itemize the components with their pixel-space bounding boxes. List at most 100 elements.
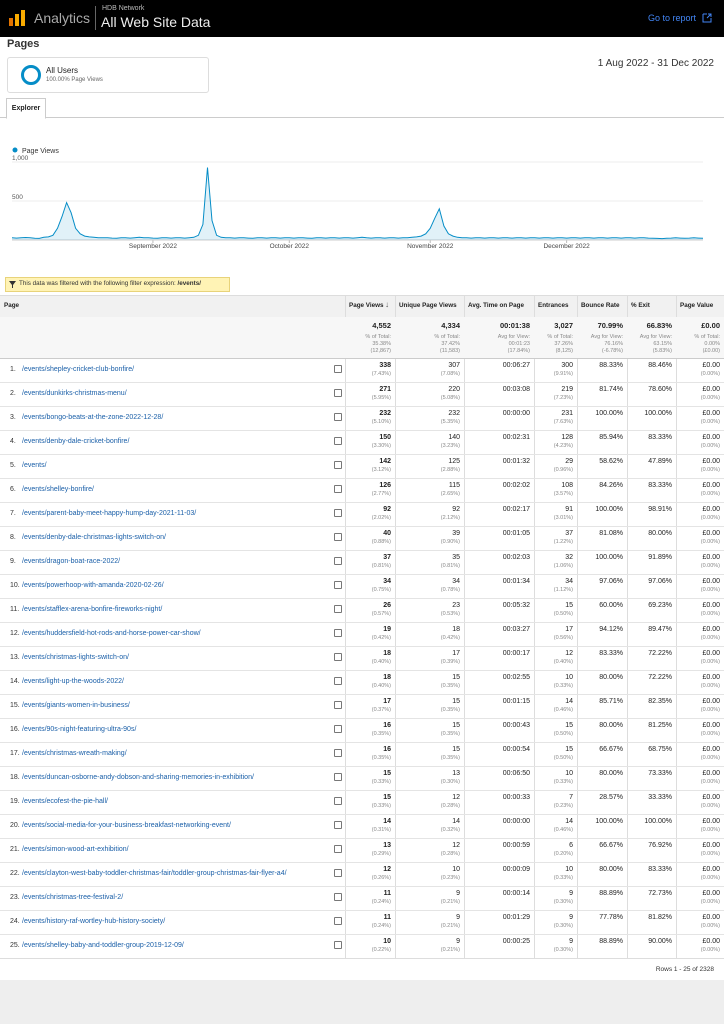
external-icon[interactable] — [702, 13, 712, 23]
open-link-icon[interactable] — [334, 437, 342, 445]
page-link[interactable]: /events/history-raf-wortley-hub-history-… — [22, 918, 166, 925]
page-link[interactable]: /events/bongo-beats-at-the-zone-2022-12-… — [22, 414, 164, 421]
cell-value: 14 — [565, 818, 573, 825]
open-link-icon[interactable] — [334, 773, 342, 781]
page-link[interactable]: /events/christmas-tree-festival-2/ — [22, 894, 124, 901]
page-link[interactable]: /events/90s-night-featuring-ultra-90s/ — [22, 726, 137, 733]
filter-expression: /events/ — [177, 280, 201, 287]
open-link-icon[interactable] — [334, 629, 342, 637]
tab[interactable]: Explorer — [6, 98, 46, 119]
page-link[interactable]: /events/clayton-west-baby-toddler-christ… — [22, 870, 287, 877]
open-link-icon[interactable] — [334, 461, 342, 469]
page-link[interactable]: /events/ — [22, 462, 47, 469]
open-link-icon[interactable] — [334, 797, 342, 805]
column-header[interactable]: Page Views — [349, 302, 384, 309]
cell-value: £0.00 — [702, 434, 720, 441]
page-link[interactable]: /events/social-media-for-your-business-b… — [22, 822, 231, 829]
open-link-icon[interactable] — [334, 365, 342, 373]
cell-value: 10 — [565, 770, 573, 777]
page-link[interactable]: /events/denby-dale-cricket-bonfire/ — [22, 438, 130, 445]
cell-value: 00:00:25 — [502, 938, 530, 945]
cell-value: 72.22% — [648, 650, 672, 657]
page-link[interactable]: /events/dunkirks-christmas-menu/ — [22, 390, 127, 397]
top-bar: Analytics HDB Network All Web Site Data … — [0, 0, 724, 37]
cell-value: 00:06:50 — [502, 770, 530, 777]
page-link[interactable]: /events/stafflex-arena-bonfire-fireworks… — [22, 606, 163, 613]
page-link[interactable]: /events/powerhoop-with-amanda-2020-02-26… — [22, 582, 164, 589]
page-link[interactable]: /events/dragon-boat-race-2022/ — [22, 558, 121, 565]
column-header[interactable]: Page — [4, 302, 20, 309]
open-link-icon[interactable] — [334, 557, 342, 565]
series-line — [11, 167, 704, 240]
cell-sub: (0.00%) — [700, 947, 720, 953]
open-link-icon[interactable] — [334, 845, 342, 853]
open-link-icon[interactable] — [334, 485, 342, 493]
page-link[interactable]: /events/ecofest-the-pie-hall/ — [22, 798, 108, 805]
open-link-icon[interactable] — [334, 605, 342, 613]
column-header[interactable]: Bounce Rate — [581, 302, 620, 309]
open-link-icon[interactable] — [334, 581, 342, 589]
cell-value: 84.26% — [599, 482, 623, 489]
cell-sub: (5.95%) — [371, 395, 391, 401]
column-header[interactable]: Unique Page Views — [399, 302, 457, 309]
cell-value: 100.00% — [595, 506, 623, 513]
open-link-icon[interactable] — [334, 509, 342, 517]
account-name[interactable]: HDB Network — [102, 5, 145, 12]
open-link-icon[interactable] — [334, 389, 342, 397]
cell-value: £0.00 — [702, 890, 720, 897]
cell-value: 17 — [383, 698, 391, 705]
column-header[interactable]: % Exit — [631, 302, 650, 309]
open-link-icon[interactable] — [334, 725, 342, 733]
cell-value: 81.25% — [648, 722, 672, 729]
open-link-icon[interactable] — [334, 413, 342, 421]
view-name[interactable]: All Web Site Data — [101, 14, 211, 30]
open-link-icon[interactable] — [334, 701, 342, 709]
open-link-icon[interactable] — [334, 821, 342, 829]
table-row: 21./events/simon-wood-art-exhibition/13 (… — [0, 838, 724, 863]
cell-value: 15 — [452, 698, 460, 705]
table-row: 4. /events/denby-dale-cricket-bonfire/150… — [0, 430, 724, 455]
page-link[interactable]: /events/simon-wood-art-exhibition/ — [22, 846, 129, 853]
page-link[interactable]: /events/christmas-wreath-making/ — [22, 750, 127, 757]
page-link[interactable]: /events/shepley-cricket-club-bonfire/ — [22, 366, 135, 373]
legend-swatch — [12, 147, 18, 153]
cell-value: 77.78% — [599, 914, 623, 921]
page-link[interactable]: /events/christmas-lights-switch-on/ — [22, 654, 129, 661]
open-link-icon[interactable] — [334, 533, 342, 541]
open-link-icon[interactable] — [334, 749, 342, 757]
page-link[interactable]: /events/duncan-osborne-andy-dobson-and-s… — [22, 774, 254, 781]
column-header[interactable]: Entrances — [538, 302, 569, 309]
cell-value: 37 — [383, 554, 391, 561]
cell-value: 00:00:09 — [502, 866, 530, 873]
open-link-icon[interactable] — [334, 893, 342, 901]
cell-sub: (0.42%) — [371, 635, 391, 641]
cell-sub: (0.22%) — [371, 947, 391, 953]
open-link-icon[interactable] — [334, 653, 342, 661]
cell-value: 39 — [452, 530, 460, 537]
go-to-report[interactable]: Go to report — [647, 13, 696, 23]
open-link-icon[interactable] — [334, 869, 342, 877]
page-link[interactable]: /events/shelley-baby-and-toddler-group-2… — [22, 942, 184, 949]
open-link-icon[interactable] — [334, 941, 342, 949]
cell-sub: (0.30%) — [553, 947, 573, 953]
open-link-icon[interactable] — [334, 917, 342, 925]
total-sub: % of Total: — [434, 334, 460, 340]
cell-sub: (9.91%) — [553, 371, 573, 377]
column-header[interactable]: Avg. Time on Page — [468, 302, 524, 309]
open-link-icon[interactable] — [334, 677, 342, 685]
segment-card[interactable]: All Users 100.00% Page Views — [7, 57, 209, 93]
cell-value: 100.00% — [644, 410, 672, 417]
page-link[interactable]: /events/parent-baby-meet-happy-hump-day-… — [22, 510, 197, 517]
date-range[interactable]: 1 Aug 2022 - 31 Dec 2022 — [597, 58, 714, 69]
cell-value: 10 — [452, 866, 460, 873]
column-divider — [395, 295, 396, 958]
table-row: 18./events/duncan-osborne-andy-dobson-an… — [0, 766, 724, 791]
page-link[interactable]: /events/denby-dale-christmas-lights-swit… — [22, 534, 166, 541]
page-link[interactable]: /events/shelley-bonfire/ — [22, 486, 94, 493]
page-link[interactable]: /events/light-up-the-woods-2022/ — [22, 678, 124, 685]
page-link[interactable]: /events/huddersfield-hot-rods-and-horse-… — [22, 630, 201, 637]
column-header[interactable]: Page Value — [680, 302, 714, 309]
cell-sub: (1.22%) — [553, 539, 573, 545]
cell-sub: (2.77%) — [371, 491, 391, 497]
page-link[interactable]: /events/giants-women-in-business/ — [22, 702, 130, 709]
